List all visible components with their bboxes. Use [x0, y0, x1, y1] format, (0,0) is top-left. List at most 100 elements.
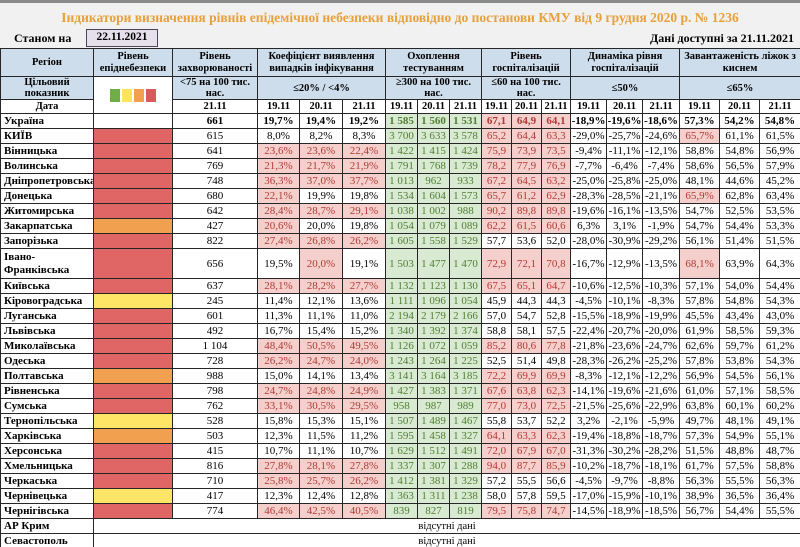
oxygen-beds-value: 53,8%	[719, 353, 761, 370]
testing-value: 1 531	[449, 113, 483, 130]
oxygen-beds-value: 54,4%	[759, 278, 800, 295]
detection-value: 15,0%	[257, 368, 300, 385]
epidemic-level-legend	[93, 75, 173, 115]
testing-value: 1 327	[449, 428, 483, 445]
epidemic-level-cell	[93, 158, 173, 175]
testing-value: 1 337	[385, 458, 419, 475]
table-row: Житомирська 642 28,4% 28,7% 29,1% 1 038 1 002 9…	[0, 203, 800, 220]
hosp-dynamics-value: -14,1%	[570, 383, 608, 400]
hosp-dynamics-value: -12,1%	[642, 143, 681, 160]
oxygen-beds-value: 49,1%	[759, 413, 800, 430]
detection-value: 19,9%	[299, 188, 343, 205]
hospitalization-value: 72,2	[481, 368, 513, 385]
hospitalization-value: 58,0	[481, 488, 513, 505]
testing-value: 1 243	[385, 353, 419, 370]
threshold-detection: ≤20% / <4%	[256, 75, 387, 101]
hosp-dynamics-value: 6,3%	[570, 218, 608, 235]
hosp-dynamics-value: -26,2%	[606, 353, 644, 370]
oxygen-beds-value: 54,5%	[719, 368, 761, 385]
hosp-dynamics-value: -25,0%	[642, 173, 681, 190]
hosp-dynamics-value: -11,1%	[606, 143, 644, 160]
hospitalization-value: 73,5	[541, 143, 572, 160]
hosp-dynamics-value: -10,6%	[570, 278, 608, 295]
oxygen-beds-value: 57,5%	[719, 458, 761, 475]
detection-value: 22,4%	[341, 143, 387, 160]
oxygen-beds-value: 61,2%	[759, 338, 800, 355]
hosp-dynamics-value: -10,1%	[606, 293, 644, 310]
oxygen-beds-value: 57,3%	[679, 113, 721, 130]
header-group-incidence: Рівень захворюваності	[172, 48, 258, 77]
date-cell-hosp-dynamics: 19.11	[570, 99, 608, 115]
hosp-dynamics-value: -22,9%	[642, 398, 681, 415]
region-name: Дніпропетровська	[0, 173, 94, 190]
hospitalization-value: 67,9	[511, 443, 543, 460]
detection-value: 26,2%	[257, 353, 300, 370]
epidemic-level-cell	[93, 143, 173, 160]
header-region: Регіон	[0, 48, 94, 77]
detection-value: 26,2%	[341, 473, 387, 490]
oxygen-beds-value: 63,8%	[679, 398, 721, 415]
region-name: АР Крим	[0, 518, 94, 535]
hospitalization-value: 74,7	[541, 503, 572, 520]
detection-value: 49,5%	[341, 338, 387, 355]
detection-value: 19,7%	[257, 113, 300, 130]
region-name: Запорізька	[0, 233, 94, 250]
testing-value: 2 166	[449, 308, 483, 325]
oxygen-beds-value: 57,9%	[759, 158, 800, 175]
testing-value: 988	[449, 203, 483, 220]
oxygen-beds-value: 54,7%	[679, 203, 721, 220]
hospitalization-value: 52,8	[541, 308, 572, 325]
oxygen-beds-value: 52,5%	[719, 203, 761, 220]
detection-value: 27,8%	[257, 458, 300, 475]
epidemic-level-cell	[93, 428, 173, 445]
testing-value: 1 371	[449, 383, 483, 400]
epidemic-level-cell	[93, 173, 173, 190]
testing-value: 1 311	[417, 488, 451, 505]
incidence-value: 710	[172, 473, 258, 490]
oxygen-beds-value: 56,1%	[679, 233, 721, 250]
detection-value: 11,1%	[299, 443, 343, 460]
hosp-dynamics-value: -29,2%	[642, 233, 681, 250]
detection-value: 19,5%	[257, 248, 300, 280]
detection-value: 29,1%	[341, 203, 387, 220]
testing-value: 1 529	[449, 233, 483, 250]
oxygen-beds-value: 54,4%	[719, 503, 761, 520]
table-row: Закарпатська 427 20,6% 20,0% 19,8% 1 054 1 079…	[0, 218, 800, 235]
indicators-table: Регіон Рівень епіднебезпеки Рівень захворю…	[0, 48, 800, 547]
region-name: КИЇВ	[0, 128, 94, 145]
hosp-dynamics-value: -12,1%	[606, 368, 644, 385]
page-title: Індикатори визначення рівнів епідемічної…	[61, 10, 739, 25]
hosp-dynamics-value: -10,3%	[642, 278, 681, 295]
oxygen-beds-value: 58,8%	[679, 143, 721, 160]
hosp-dynamics-value: -20,0%	[642, 323, 681, 340]
hosp-dynamics-value: -18,7%	[642, 428, 681, 445]
detection-value: 12,3%	[257, 428, 300, 445]
header-target-label: Цільовий показник	[0, 75, 94, 101]
table-row: Харківська 503 12,3% 11,5% 11,2% 1 595 1 458 1 …	[0, 428, 800, 445]
incidence-value: 642	[172, 203, 258, 220]
detection-value: 11,5%	[299, 428, 343, 445]
region-name: Житомирська	[0, 203, 94, 220]
hospitalization-value: 59,5	[541, 488, 572, 505]
hospitalization-value: 64,4	[511, 128, 543, 145]
hosp-dynamics-value: -18,6%	[642, 113, 681, 130]
testing-value: 1 054	[449, 293, 483, 310]
epidemic-level-cell	[93, 248, 173, 280]
oxygen-beds-value: 60,1%	[719, 398, 761, 415]
hospitalization-value: 70,8	[541, 248, 572, 280]
oxygen-beds-value: 54,7%	[679, 218, 721, 235]
testing-value: 827	[417, 503, 451, 520]
testing-value: 1 329	[449, 473, 483, 490]
hospitalization-value: 44,3	[541, 293, 572, 310]
table-row-no-data: Севастополь відсутні дані	[0, 533, 800, 547]
table-row: Рівненська 798 24,7% 24,8% 24,9% 1 427 1 383 1 …	[0, 383, 800, 400]
epidemic-level-cell	[93, 113, 173, 130]
hospitalization-value: 58,1	[511, 323, 543, 340]
hospitalization-value: 44,3	[511, 293, 543, 310]
detection-value: 20,0%	[299, 248, 343, 280]
hospitalization-value: 45,9	[481, 293, 513, 310]
incidence-value: 680	[172, 188, 258, 205]
hospitalization-value: 90,2	[481, 203, 513, 220]
testing-value: 1 383	[417, 383, 451, 400]
testing-value: 1 126	[385, 338, 419, 355]
